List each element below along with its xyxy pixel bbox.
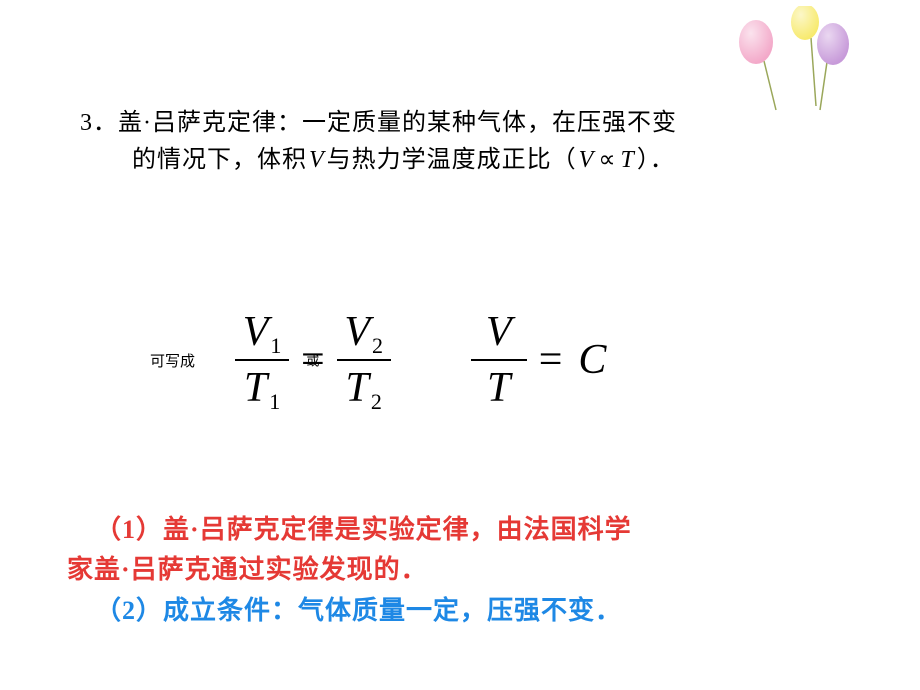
frac-v2-sub: 2	[372, 335, 383, 357]
formula-constant: V T = C	[471, 309, 607, 411]
can-be-written-as: 可写成	[150, 350, 195, 371]
balloon-string-2	[811, 38, 816, 106]
frac-v-num: V	[486, 311, 512, 353]
frac-t1-den: T	[244, 367, 267, 409]
variable-v-inline: V	[579, 147, 595, 173]
fraction-v2-t2: V2 T2	[337, 309, 391, 411]
fraction-v1-t1: V1 T1	[235, 309, 289, 411]
balloon-3	[817, 23, 849, 65]
balloons-decoration	[720, 6, 850, 116]
note-1-line2: 家盖·吕萨克通过实验发现的．	[67, 550, 428, 590]
notes-block: （1）盖·吕萨克定律是实验定律，由法国科学 家盖·吕萨克通过实验发现的． （2）…	[95, 510, 845, 631]
frac-v1-num: V	[243, 311, 269, 353]
frac-t-den: T	[487, 367, 510, 409]
frac-t2-sub: 2	[371, 391, 382, 413]
fraction-bar	[337, 359, 391, 361]
frac-v1-sub: 1	[270, 335, 281, 357]
note-1-line1: （1）盖·吕萨克定律是实验定律，由法国科学	[95, 515, 632, 544]
equals-left: = 或	[301, 336, 325, 384]
frac-v2-num: V	[344, 311, 370, 353]
balloon-2	[791, 6, 819, 40]
note-2: （2）成立条件：气体质量一定，压强不变．	[95, 596, 622, 625]
balloon-1	[739, 20, 773, 64]
constant-c: C	[578, 336, 606, 384]
formula-row: 可写成 V1 T1 = 或 V2 T2 V T =	[150, 300, 850, 420]
law-line2b: 与热力学温度成正比（	[327, 147, 577, 173]
slide: 3．盖·吕萨克定律：一定质量的某种气体，在压强不变 的情况下，体积V与热力学温度…	[0, 0, 920, 690]
formula-ratio-equality: V1 T1 = 或 V2 T2	[235, 309, 391, 411]
law-statement: 3．盖·吕萨克定律：一定质量的某种气体，在压强不变 的情况下，体积V与热力学温度…	[80, 105, 860, 179]
fraction-bar	[471, 359, 527, 361]
law-line2a: 的情况下，体积	[132, 147, 307, 173]
law-line2c: ）．	[637, 147, 675, 173]
balloon-string-3	[820, 62, 827, 110]
variable-t: T	[621, 147, 635, 173]
frac-t1-sub: 1	[269, 391, 280, 413]
fraction-v-t: V T	[471, 309, 527, 411]
variable-v: V	[309, 147, 325, 173]
law-line1: 3．盖·吕萨克定律：一定质量的某种气体，在压强不变	[80, 110, 677, 136]
balloon-string-1	[764, 61, 776, 110]
equals-symbol-2: =	[539, 336, 563, 384]
frac-t2-den: T	[346, 367, 369, 409]
fraction-bar	[235, 359, 289, 361]
proportional-symbol: ∝	[598, 147, 616, 173]
or-label: 或	[306, 351, 319, 370]
